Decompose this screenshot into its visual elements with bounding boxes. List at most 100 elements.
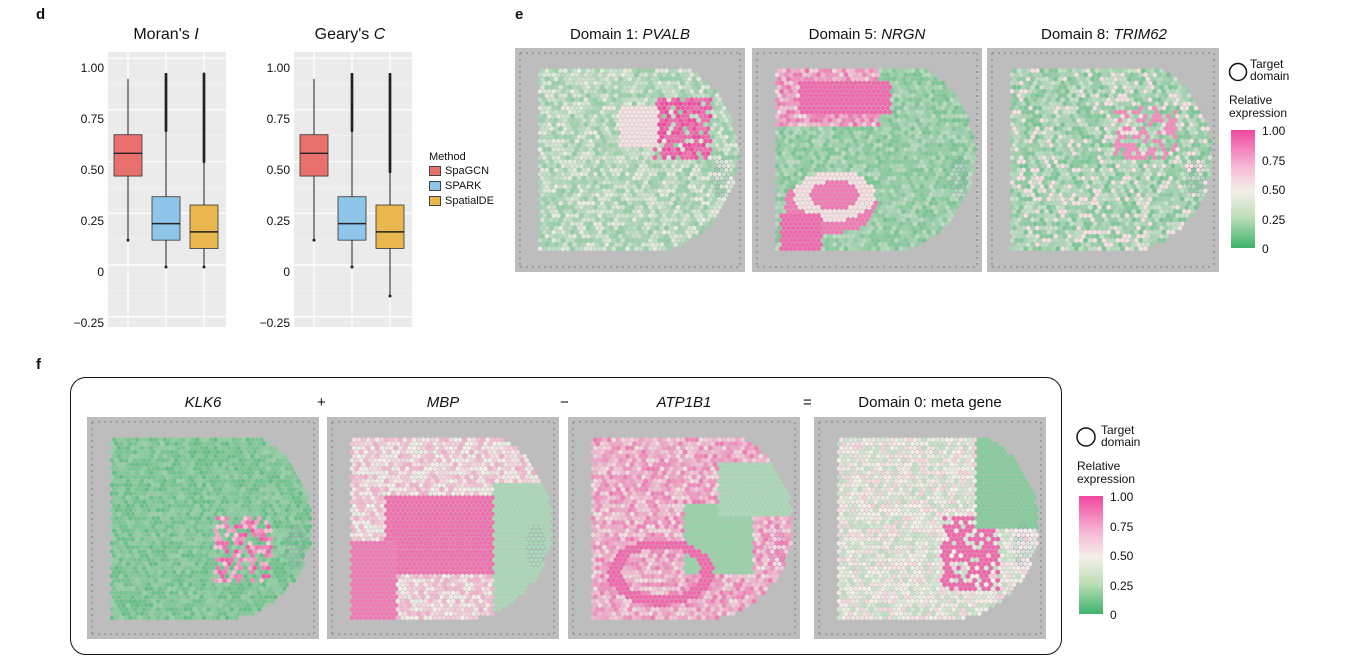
box-spark — [337, 196, 367, 241]
expression-spot — [634, 97, 639, 102]
expression-spot — [588, 122, 593, 127]
frame-dot — [518, 82, 522, 86]
expression-spot — [910, 93, 915, 98]
expression-spot — [579, 196, 584, 202]
outlier-point — [388, 294, 392, 298]
expression-spot — [661, 180, 667, 185]
expression-spot — [592, 196, 598, 202]
expression-spot — [823, 151, 828, 156]
expression-spot — [666, 180, 672, 185]
expression-spot — [919, 85, 925, 90]
expression-spot — [873, 217, 879, 222]
expression-spot — [569, 171, 575, 177]
expression-spot — [694, 188, 699, 194]
expression-spot — [694, 147, 699, 152]
expression-spot — [869, 76, 874, 82]
expression-spot — [800, 126, 805, 131]
expression-spot — [800, 142, 805, 148]
expression-spot — [678, 118, 683, 123]
expression-spot — [572, 126, 577, 131]
expression-spot — [875, 238, 881, 243]
expression-spot — [931, 147, 936, 152]
expression-spot — [664, 159, 669, 165]
expression-spot — [1074, 122, 1079, 127]
expression-spot — [1092, 113, 1098, 119]
expression-spot — [597, 180, 603, 185]
expression-spot — [864, 134, 869, 140]
expression-spot — [917, 221, 922, 227]
expression-spot — [581, 200, 586, 206]
outlier-point — [350, 265, 354, 269]
expression-spot — [797, 196, 803, 202]
frame-dot — [1212, 94, 1216, 98]
expression-spot — [1060, 105, 1065, 111]
legend-item-spagcn: SpaGCN — [429, 163, 494, 178]
frame-dot — [975, 160, 979, 164]
expression-spot — [563, 85, 568, 90]
expression-spot — [809, 109, 814, 115]
expression-spot — [806, 72, 812, 78]
expression-spot — [910, 109, 915, 115]
expression-spot — [873, 192, 879, 198]
expression-spot — [783, 205, 789, 210]
expression-spot — [595, 109, 600, 115]
expression-spot — [800, 151, 805, 156]
expression-spot — [908, 105, 913, 111]
expression-spot — [818, 101, 823, 107]
expression-spot — [779, 122, 784, 127]
expression-spot — [908, 113, 913, 119]
expression-spot — [590, 184, 596, 189]
expression-spot — [811, 105, 817, 111]
expression-spot — [705, 85, 711, 90]
expression-spot — [924, 159, 929, 165]
expression-spot — [852, 155, 858, 160]
expression-spot — [540, 217, 545, 222]
frame-dot — [519, 265, 523, 269]
expression-spot — [954, 163, 959, 169]
expression-spot — [829, 147, 835, 152]
expression-spot — [777, 85, 782, 90]
expression-spot — [1120, 72, 1125, 78]
expression-spot — [820, 188, 826, 194]
expression-spot — [636, 184, 642, 189]
expression-spot — [871, 188, 876, 194]
expression-spot — [1173, 93, 1178, 98]
expression-spot — [908, 180, 913, 185]
expression-spot — [885, 171, 890, 177]
expression-spot — [726, 188, 731, 194]
expression-spot — [1110, 105, 1116, 111]
expression-spot — [546, 130, 552, 136]
expression-spot — [641, 184, 646, 189]
expression-spot — [1161, 113, 1167, 119]
expression-spot — [546, 105, 552, 111]
expression-spot — [818, 209, 823, 214]
expression-spot — [1074, 105, 1079, 111]
expression-spot — [894, 229, 899, 235]
expression-spot — [664, 217, 669, 222]
frame-dot — [738, 88, 742, 92]
expression-spot — [629, 113, 635, 119]
expression-spot — [811, 147, 817, 152]
expression-spot — [774, 97, 780, 102]
expression-spot — [606, 122, 612, 127]
expression-spot — [714, 200, 720, 206]
expression-spot — [919, 93, 925, 98]
expression-spot — [595, 101, 600, 107]
expression-spot — [675, 80, 681, 86]
expression-spot — [869, 200, 874, 206]
frame-dot — [755, 148, 759, 152]
expression-spot — [724, 151, 729, 156]
expression-spot — [1071, 101, 1077, 107]
expression-spot — [901, 142, 906, 148]
expression-spot — [1092, 105, 1098, 111]
expression-spot — [820, 163, 826, 169]
expression-spot — [850, 151, 856, 156]
expression-spot — [836, 192, 842, 198]
expression-spot — [836, 167, 842, 173]
expression-spot — [935, 122, 941, 127]
expression-spot — [606, 113, 612, 119]
expression-spot — [917, 97, 922, 102]
frame-dot — [755, 208, 759, 212]
expression-spot — [777, 68, 782, 73]
expression-spot — [852, 188, 858, 194]
